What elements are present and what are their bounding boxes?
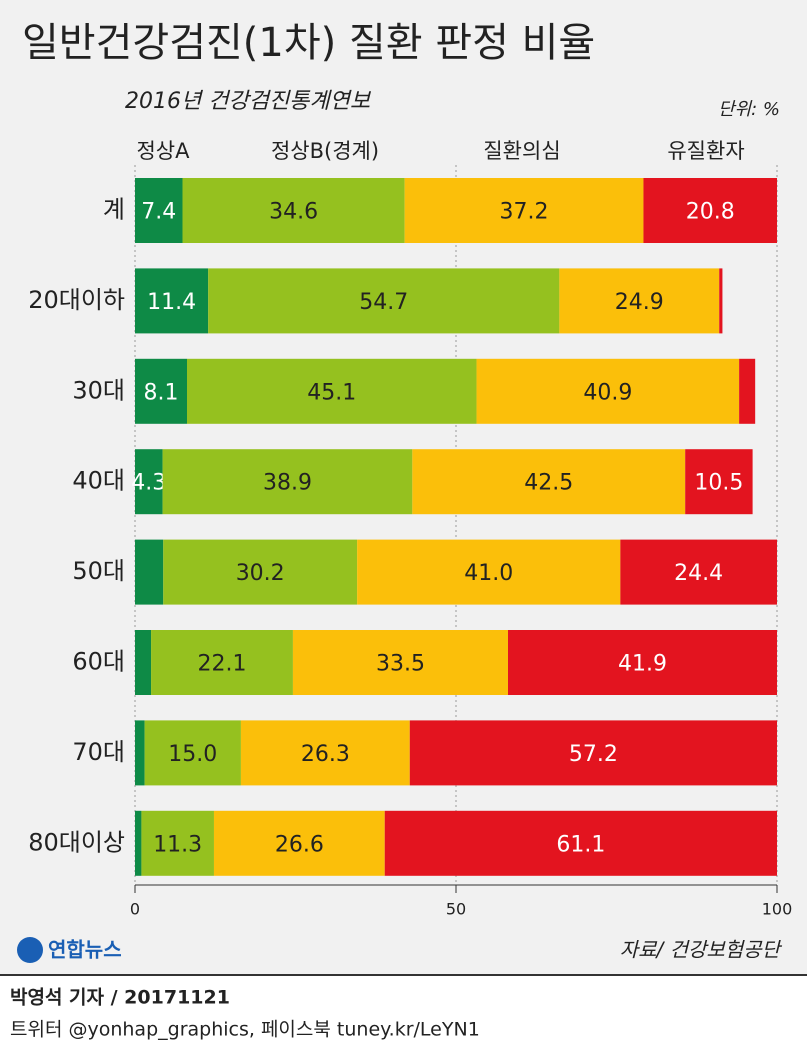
bar-segment bbox=[163, 539, 358, 605]
x-tick-label: 50 bbox=[446, 900, 466, 919]
bar-segment bbox=[643, 178, 777, 243]
bar-segment bbox=[187, 358, 477, 424]
value-label: 57.2 bbox=[569, 742, 618, 767]
bar-segment bbox=[357, 539, 621, 605]
bar-segment bbox=[135, 539, 164, 605]
value-label: 15.0 bbox=[168, 742, 217, 767]
value-label: 34.6 bbox=[269, 200, 318, 225]
value-label: 41.0 bbox=[464, 561, 513, 586]
bar-segment bbox=[141, 810, 214, 876]
bar-segment bbox=[404, 178, 644, 243]
value-label: 10.5 bbox=[694, 471, 743, 496]
value-label: 38.9 bbox=[263, 471, 312, 496]
value-label: 11.3 bbox=[153, 832, 202, 857]
y-tick-label: 60대 bbox=[72, 648, 125, 676]
bar-segment bbox=[135, 630, 152, 695]
byline: 박영석 기자 / 20171121 bbox=[10, 987, 230, 1009]
bar-segment bbox=[739, 358, 756, 424]
bar-segment bbox=[476, 358, 740, 424]
bar-segment bbox=[412, 449, 686, 515]
legend-label: 유질환자 bbox=[667, 139, 744, 163]
y-tick-label: 50대 bbox=[72, 557, 125, 585]
source: 자료/ 건강보험공단 bbox=[620, 938, 783, 962]
chart-title: 일반건강검진(1차) 질환 판정 비율 bbox=[22, 20, 595, 66]
value-label: 30.2 bbox=[236, 561, 285, 586]
y-tick-label: 계 bbox=[103, 196, 125, 224]
bar-segment bbox=[162, 449, 413, 515]
bar-segment bbox=[144, 720, 241, 786]
value-label: 11.4 bbox=[147, 290, 196, 315]
subtitle: 2016년 건강검진통계연보 bbox=[125, 89, 372, 114]
value-label: 7.4 bbox=[141, 200, 176, 225]
value-label: 20.8 bbox=[686, 200, 735, 225]
value-label: 40.9 bbox=[583, 380, 632, 405]
y-tick-label: 30대 bbox=[72, 376, 125, 404]
bar-segment bbox=[384, 810, 777, 876]
bar-segment bbox=[240, 720, 410, 786]
logo-icon bbox=[17, 937, 43, 963]
value-label: 24.9 bbox=[615, 290, 664, 315]
value-label: 26.6 bbox=[275, 832, 324, 857]
x-tick-label: 100 bbox=[762, 900, 793, 919]
value-label: 41.9 bbox=[618, 652, 667, 677]
bar-segment bbox=[213, 810, 385, 876]
bar-segment bbox=[135, 720, 145, 786]
y-tick-label: 20대이하 bbox=[28, 286, 125, 314]
value-label: 45.1 bbox=[307, 380, 356, 405]
bar-segment bbox=[135, 449, 163, 515]
bar-segment bbox=[151, 630, 293, 695]
bar-segment bbox=[719, 268, 723, 334]
legend-label: 정상B(경계) bbox=[271, 139, 379, 163]
value-label: 33.5 bbox=[376, 652, 425, 677]
value-label: 61.1 bbox=[556, 832, 605, 857]
y-tick-label: 80대이상 bbox=[28, 828, 125, 856]
bar-segment bbox=[685, 449, 753, 515]
unit: 단위: % bbox=[718, 99, 780, 120]
bar-segment bbox=[208, 268, 560, 334]
legend-label: 질환의심 bbox=[483, 139, 560, 163]
y-tick-label: 40대 bbox=[72, 467, 125, 495]
value-label: 4.3 bbox=[131, 471, 166, 496]
value-label: 42.5 bbox=[524, 471, 573, 496]
bar-segment bbox=[135, 358, 188, 424]
value-label: 8.1 bbox=[144, 380, 179, 405]
value-label: 54.7 bbox=[359, 290, 408, 315]
bar-segment bbox=[508, 630, 777, 695]
bar-segment bbox=[135, 178, 183, 243]
social: 트위터 @yonhap_graphics, 페이스북 tuney.kr/LeYN… bbox=[10, 1019, 480, 1041]
logo: 연합뉴스 bbox=[48, 938, 122, 962]
bar-segment bbox=[135, 268, 209, 334]
bar-segment bbox=[292, 630, 509, 695]
x-tick-label: 0 bbox=[130, 900, 140, 919]
bar-segment bbox=[559, 268, 720, 334]
value-label: 24.4 bbox=[674, 561, 723, 586]
bar-segment bbox=[620, 539, 777, 605]
legend-label: 정상A bbox=[136, 139, 190, 163]
bar-segment bbox=[135, 810, 142, 876]
value-label: 22.1 bbox=[197, 652, 246, 677]
bar-segment bbox=[409, 720, 777, 786]
y-tick-label: 70대 bbox=[72, 738, 125, 766]
bar-segment bbox=[182, 178, 405, 243]
value-label: 26.3 bbox=[301, 742, 350, 767]
value-label: 37.2 bbox=[500, 200, 549, 225]
